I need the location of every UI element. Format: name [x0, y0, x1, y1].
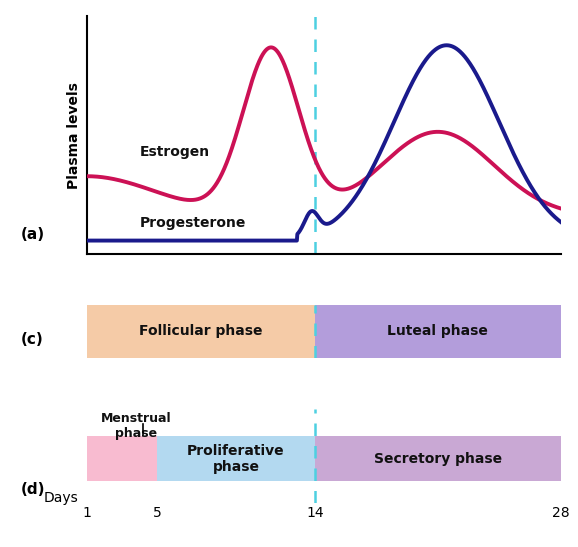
Text: Days: Days	[43, 491, 78, 505]
Text: (a): (a)	[20, 227, 45, 242]
Y-axis label: Plasma levels: Plasma levels	[67, 82, 81, 189]
Text: Menstrual
phase: Menstrual phase	[101, 412, 171, 440]
Text: (d): (d)	[20, 482, 45, 497]
Text: Estrogen: Estrogen	[139, 146, 209, 159]
Text: Progesterone: Progesterone	[139, 216, 246, 230]
Text: Luteal phase: Luteal phase	[387, 324, 488, 337]
Bar	[315, 437, 561, 481]
Text: (c): (c)	[20, 332, 43, 347]
Bar	[315, 305, 561, 358]
Text: Secretory phase: Secretory phase	[374, 452, 502, 465]
Bar	[87, 305, 315, 358]
Text: Follicular phase: Follicular phase	[139, 324, 262, 337]
Bar	[157, 437, 315, 481]
Bar	[87, 437, 157, 481]
Text: Proliferative
phase: Proliferative phase	[187, 444, 285, 474]
